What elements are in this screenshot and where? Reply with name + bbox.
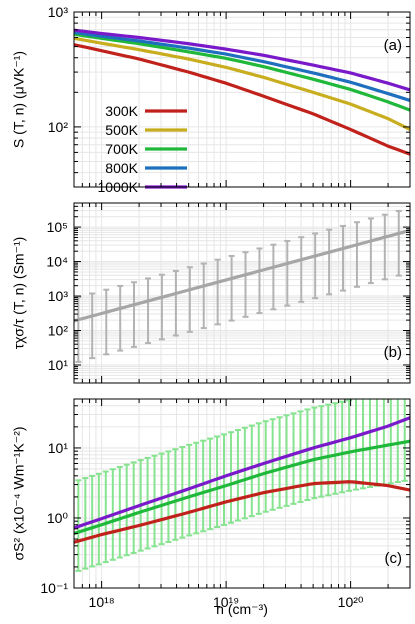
legend-label-300k: 300K [105,103,138,119]
panel-b-ticks: 10¹ 10² 10³ 10⁴ 10⁵ [46,202,411,384]
series-line-300k [73,480,411,544]
panel-b-frame [73,202,411,384]
y-tick-label: 10² [48,119,69,135]
series-line-500k [73,36,411,131]
series-line-1000k [73,416,411,530]
legend-label-700k: 700K [105,141,138,157]
panel-a-ylabel: S (T, n) (μVK⁻¹) [11,51,27,148]
panel-a-ticks: 10² 10³ [48,4,411,188]
panel-b-errorbars [75,209,402,363]
series-line-700k [73,439,411,536]
series-line-800k [73,30,411,102]
panel-c-lines [73,416,411,544]
panel-c-label: (c) [385,550,403,567]
x-tick-label: 10¹⁹ [213,594,239,610]
panel-b-grid [73,202,411,384]
panel-b-label: (b) [384,344,402,361]
panel-c-ylabel: σS² (x10⁻⁴ Wm⁻¹K⁻²) [11,426,27,560]
panel-b: 10¹ 10² 10³ 10⁴ 10⁵ (b) τχσ/τ (T, n) (Sm⁻¹) [11,202,411,384]
legend-label-500k: 500K [105,122,138,138]
panel-c-ticks: 10⁻¹ 10⁰ 10¹ 10¹⁸ 10¹⁹ 10²⁰ [40,398,411,610]
y-tick-label: 10¹ [48,440,69,456]
series-line-700k [73,32,411,112]
y-tick-label: 10³ [48,288,69,304]
series-line-1000k [73,28,411,92]
panel-c: 10⁻¹ 10⁰ 10¹ 10¹⁸ 10¹⁹ 10²⁰ (c) σS² (x10⁻⁴ Wm… [11,398,411,610]
panel-a-label: (a) [384,37,402,54]
y-tick-label: 10⁴ [46,254,68,270]
y-tick-label: 10⁵ [47,219,68,235]
legend-label-800k: 800K [105,160,138,176]
y-tick-label: 10⁰ [47,510,69,526]
panel-c-frame [73,398,411,589]
y-tick-label: 10⁻¹ [40,580,68,596]
panel-c-errorbars [75,399,408,572]
x-tick-label: 10²⁰ [338,594,364,610]
y-tick-label: 10¹ [48,357,69,373]
y-tick-label: 10² [48,323,69,339]
y-tick-label: 10³ [48,4,69,20]
series-line [73,228,411,323]
series-line-300k [73,43,411,156]
panel-b-ylabel: τχσ/τ (T, n) (Sm⁻¹) [11,237,27,350]
panel-a-lines [73,28,411,156]
panel-b-lines [73,228,411,323]
x-tick-label: 10¹⁸ [89,594,115,610]
panel-a-frame [73,11,411,188]
x-axis-label: n (cm⁻³) [216,601,268,617]
